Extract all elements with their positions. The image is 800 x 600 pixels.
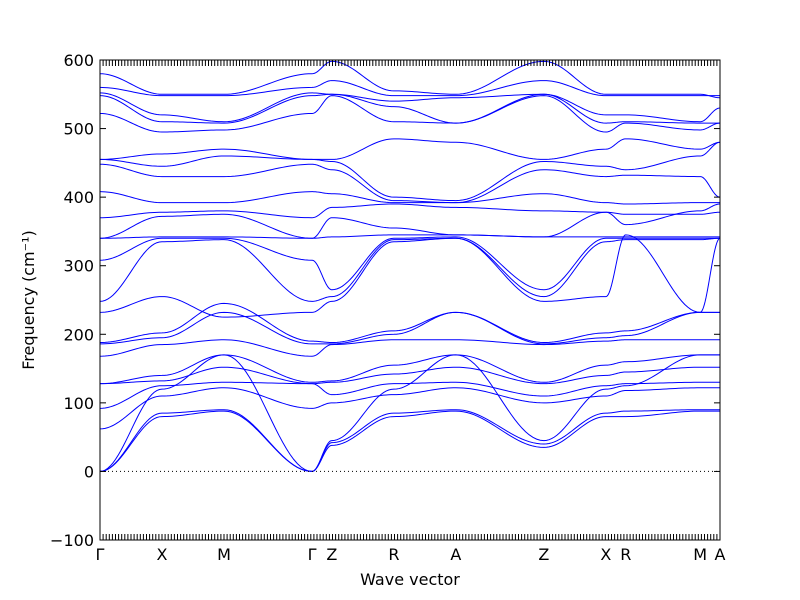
band-line (99, 234, 721, 318)
band-line (99, 354, 720, 385)
band-line (99, 211, 721, 239)
band-line (99, 302, 720, 344)
x-tick-label: M (693, 545, 707, 564)
band-line (99, 95, 721, 133)
band-line (99, 93, 720, 124)
band-line (99, 203, 721, 226)
plot-frame (99, 59, 721, 541)
band-line (99, 387, 720, 430)
y-tick-label: 0 (84, 462, 94, 481)
band-line (99, 60, 721, 99)
band-line (99, 163, 721, 204)
y-tick-label: 100 (63, 394, 94, 413)
y-tick-label: −100 (50, 531, 94, 550)
y-tick-label: 500 (63, 120, 94, 139)
x-tick-label: R (388, 545, 399, 564)
x-tick-label: A (715, 545, 726, 564)
band-line (99, 80, 720, 97)
band-line (99, 366, 720, 385)
y-tick-label: 400 (63, 188, 94, 207)
band-line (99, 234, 720, 239)
x-tick-label: Z (538, 545, 549, 564)
y-tick-label: 600 (63, 51, 94, 70)
y-tick-label: 300 (63, 257, 94, 276)
y-axis-ticks: −100 0 100 200 300 400 500 600 (50, 51, 720, 550)
band-line (99, 237, 720, 302)
x-tick-label: M (217, 545, 231, 564)
x-axis-title: Wave vector (360, 570, 460, 589)
band-line (99, 381, 720, 409)
band-line (99, 410, 720, 472)
x-tick-label: Γ (96, 545, 105, 564)
x-tick-label: A (450, 545, 461, 564)
y-tick-label: 200 (63, 325, 94, 344)
band-line (99, 138, 721, 160)
band-line (99, 236, 720, 291)
x-tick-label: X (600, 545, 611, 564)
x-tick-label: X (157, 545, 168, 564)
band-line (99, 92, 721, 123)
band-line (99, 311, 720, 345)
band-line (99, 339, 720, 357)
band-line (99, 409, 720, 472)
band-line (99, 141, 721, 202)
band-lines (99, 60, 721, 472)
x-tick-label: Γ (308, 545, 317, 564)
x-tick-label: R (620, 545, 631, 564)
x-tick-label: Z (326, 545, 337, 564)
y-axis-title: Frequency (cm⁻¹) (19, 230, 38, 369)
band-line (99, 191, 720, 205)
